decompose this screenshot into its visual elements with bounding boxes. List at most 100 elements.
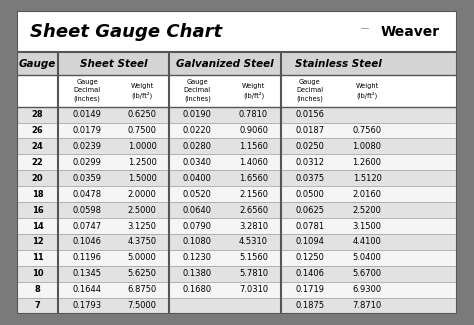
- Text: Weight
(lb/ft²): Weight (lb/ft²): [356, 83, 379, 99]
- Text: 0.0747: 0.0747: [73, 222, 102, 230]
- Text: 0.0625: 0.0625: [295, 206, 324, 214]
- Text: 0.1380: 0.1380: [183, 269, 212, 278]
- Text: 18: 18: [32, 190, 43, 199]
- Bar: [17, 170, 457, 186]
- Bar: [17, 154, 457, 170]
- Text: 20: 20: [32, 174, 43, 183]
- Text: 7.8710: 7.8710: [352, 301, 382, 310]
- Text: 2.0160: 2.0160: [353, 190, 382, 199]
- Bar: [17, 202, 457, 218]
- Text: 2.5200: 2.5200: [353, 206, 382, 214]
- Text: 0.0220: 0.0220: [183, 126, 212, 135]
- Text: Weaver: Weaver: [381, 25, 440, 39]
- Text: 0.0190: 0.0190: [183, 110, 212, 119]
- Text: 0.0375: 0.0375: [295, 174, 324, 183]
- Text: 0.0520: 0.0520: [183, 190, 212, 199]
- Text: 7: 7: [35, 301, 40, 310]
- Text: 0.0790: 0.0790: [183, 222, 212, 230]
- Text: 0.0478: 0.0478: [73, 190, 102, 199]
- Text: 0.0359: 0.0359: [73, 174, 101, 183]
- Text: 1.2600: 1.2600: [353, 158, 382, 167]
- Text: 0.1046: 0.1046: [73, 238, 101, 246]
- Text: 5.0400: 5.0400: [353, 254, 382, 262]
- Text: 1.4060: 1.4060: [239, 158, 268, 167]
- Bar: [17, 11, 457, 52]
- Text: 5.7810: 5.7810: [239, 269, 268, 278]
- Text: 1.5120: 1.5120: [353, 174, 382, 183]
- Text: 22: 22: [32, 158, 44, 167]
- Text: 0.1196: 0.1196: [73, 254, 101, 262]
- Text: 0.1094: 0.1094: [295, 238, 324, 246]
- Text: 28: 28: [32, 110, 43, 119]
- Text: 0.7560: 0.7560: [353, 126, 382, 135]
- Text: 0.6250: 0.6250: [128, 110, 157, 119]
- Text: Weight
(lb/ft²): Weight (lb/ft²): [242, 83, 265, 99]
- Text: 6.9300: 6.9300: [353, 285, 382, 294]
- Text: 1.0000: 1.0000: [128, 142, 157, 151]
- Bar: [17, 298, 457, 314]
- Text: 4.4100: 4.4100: [353, 238, 382, 246]
- Text: 0.0179: 0.0179: [73, 126, 101, 135]
- Text: 0.0400: 0.0400: [183, 174, 212, 183]
- Text: 5.0000: 5.0000: [128, 254, 157, 262]
- Text: 0.0312: 0.0312: [295, 158, 324, 167]
- Bar: [17, 75, 457, 107]
- Bar: [17, 107, 457, 123]
- Text: 0.0250: 0.0250: [295, 142, 324, 151]
- Text: 0.7810: 0.7810: [239, 110, 268, 119]
- Text: 0.1644: 0.1644: [73, 285, 101, 294]
- Text: 24: 24: [32, 142, 44, 151]
- Text: 7.5000: 7.5000: [128, 301, 157, 310]
- Text: 0.1680: 0.1680: [183, 285, 212, 294]
- Text: Gauge
Decimal
(inches): Gauge Decimal (inches): [73, 80, 100, 102]
- Text: 0.0156: 0.0156: [295, 110, 324, 119]
- Text: 0.0640: 0.0640: [183, 206, 212, 214]
- Text: 3.1500: 3.1500: [353, 222, 382, 230]
- Text: 0.0781: 0.0781: [295, 222, 324, 230]
- Text: Galvanized Steel: Galvanized Steel: [176, 58, 273, 69]
- Bar: [17, 250, 457, 266]
- Text: 0.1080: 0.1080: [183, 238, 212, 246]
- Text: Gauge: Gauge: [19, 58, 56, 69]
- Text: 1.0080: 1.0080: [353, 142, 382, 151]
- Text: 5.6250: 5.6250: [128, 269, 157, 278]
- Text: 1.5000: 1.5000: [128, 174, 157, 183]
- Text: 0.1793: 0.1793: [73, 301, 102, 310]
- Bar: [17, 282, 457, 298]
- Text: 16: 16: [32, 206, 44, 214]
- Text: 10: 10: [32, 269, 43, 278]
- Text: 0.9060: 0.9060: [239, 126, 268, 135]
- Text: 3.1250: 3.1250: [128, 222, 157, 230]
- Text: 0.1719: 0.1719: [295, 285, 324, 294]
- Text: Sheet Steel: Sheet Steel: [80, 58, 147, 69]
- Bar: [17, 218, 457, 234]
- Text: 0.0340: 0.0340: [183, 158, 212, 167]
- Text: 4.3750: 4.3750: [128, 238, 157, 246]
- Text: 5.6700: 5.6700: [353, 269, 382, 278]
- Text: 0.7500: 0.7500: [128, 126, 157, 135]
- Bar: [17, 138, 457, 154]
- Text: 8: 8: [35, 285, 40, 294]
- Text: 2.5000: 2.5000: [128, 206, 157, 214]
- Text: Sheet Gauge Chart: Sheet Gauge Chart: [30, 23, 222, 41]
- Text: 11: 11: [32, 254, 44, 262]
- Text: 0.1875: 0.1875: [295, 301, 324, 310]
- Text: Stainless Steel: Stainless Steel: [295, 58, 382, 69]
- Text: 0.1250: 0.1250: [295, 254, 324, 262]
- Text: 1.2500: 1.2500: [128, 158, 157, 167]
- Text: 6.8750: 6.8750: [128, 285, 157, 294]
- Text: 0.1230: 0.1230: [183, 254, 212, 262]
- Text: 26: 26: [32, 126, 44, 135]
- Bar: [17, 266, 457, 282]
- Text: 0.0280: 0.0280: [183, 142, 212, 151]
- Text: 0.1345: 0.1345: [73, 269, 101, 278]
- Text: 0.1406: 0.1406: [295, 269, 324, 278]
- Bar: [17, 186, 457, 202]
- Text: 0.0239: 0.0239: [73, 142, 101, 151]
- Bar: [17, 234, 457, 250]
- Text: 1.1560: 1.1560: [239, 142, 268, 151]
- Text: 0.0299: 0.0299: [73, 158, 101, 167]
- Text: 3.2810: 3.2810: [239, 222, 268, 230]
- Text: 14: 14: [32, 222, 44, 230]
- Text: Weight
(lb/ft²): Weight (lb/ft²): [131, 83, 154, 99]
